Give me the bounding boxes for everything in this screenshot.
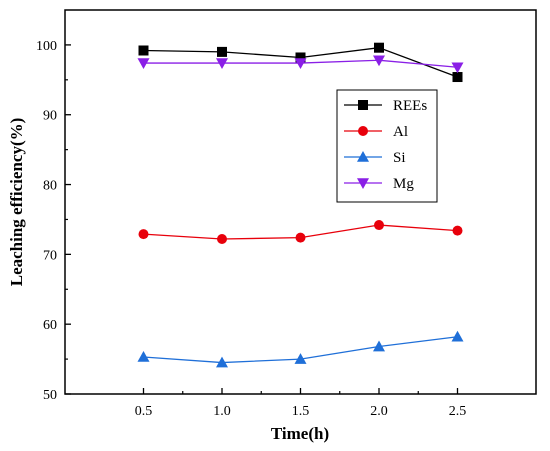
- series-si: [137, 330, 464, 368]
- series-layer: [137, 42, 464, 368]
- series-al: [138, 220, 463, 245]
- data-point: [217, 234, 227, 245]
- x-tick-label: 0.5: [135, 404, 153, 419]
- legend-label: Mg: [393, 176, 414, 192]
- y-tick-label: 90: [43, 109, 57, 124]
- data-point: [451, 62, 464, 74]
- data-point: [374, 220, 384, 231]
- data-point: [294, 58, 307, 70]
- legend-marker: [358, 126, 368, 136]
- data-point: [138, 229, 149, 240]
- x-tick-label: 2.0: [370, 404, 388, 419]
- legend: REEs Al Si Mg: [336, 89, 438, 203]
- data-point: [137, 58, 150, 70]
- data-point: [216, 58, 228, 70]
- data-point: [374, 42, 384, 53]
- data-point: [452, 225, 463, 236]
- x-tick-label: 1.0: [213, 404, 231, 419]
- y-tick-label: 100: [36, 39, 57, 54]
- legend-item-rees: REEs: [344, 98, 427, 114]
- legend-item-mg: Mg: [344, 176, 414, 192]
- data-point: [452, 72, 463, 83]
- data-point: [217, 46, 227, 57]
- legend-marker: [357, 151, 369, 162]
- legend-marker: [357, 178, 369, 189]
- series-rees: [138, 42, 463, 83]
- legend-item-al: Al: [344, 124, 408, 140]
- data-point: [137, 350, 150, 362]
- y-tick-label: 60: [43, 318, 57, 333]
- data-point: [373, 55, 385, 67]
- y-axis-title: Leaching efficiency(%): [7, 118, 26, 287]
- data-point: [216, 356, 228, 368]
- legend-marker: [358, 100, 368, 110]
- x-tick-label: 2.5: [449, 404, 467, 419]
- y-tick-label: 80: [43, 179, 57, 194]
- data-point: [451, 330, 464, 342]
- y-tick-label: 70: [43, 248, 57, 263]
- series-mg: [137, 55, 464, 74]
- data-point: [294, 353, 307, 364]
- data-point: [295, 232, 306, 243]
- data-point: [373, 340, 385, 352]
- legend-label: Al: [393, 124, 408, 140]
- legend-item-si: Si: [344, 150, 406, 166]
- legend-label: Si: [393, 150, 406, 166]
- y-tick-label: 50: [43, 388, 57, 403]
- data-point: [295, 52, 306, 63]
- x-axis-title: Time(h): [271, 424, 329, 443]
- legend-label: REEs: [393, 98, 427, 114]
- x-axis: 0.5 1.0 1.5 2.0 2.5: [135, 388, 467, 419]
- y-axis: 50 60 70 80 90 100: [36, 39, 71, 403]
- data-point: [138, 45, 149, 56]
- x-tick-label: 1.5: [292, 404, 310, 419]
